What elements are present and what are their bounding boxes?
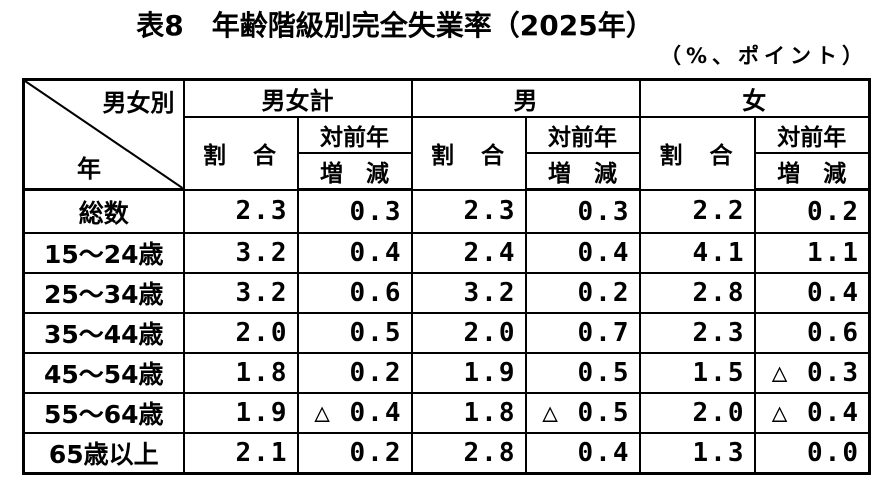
row-label: 65歳以上 xyxy=(22,432,185,475)
value-cell: 3.2 xyxy=(182,232,299,274)
corner-header-cell: 男女別 年 xyxy=(22,78,185,191)
value-cell: △ 0.4 xyxy=(753,392,871,434)
subheader-yoy-line2: 増 減 xyxy=(524,152,641,191)
table-row: 総数 2.3 0.3 2.3 0.3 2.2 0.2 xyxy=(22,188,871,234)
value-cell: 2.3 xyxy=(182,188,299,234)
value-cell: 2.8 xyxy=(410,432,527,475)
value-cell: 1.8 xyxy=(410,392,527,434)
value-cell: 0.6 xyxy=(753,312,871,354)
value-cell: 2.3 xyxy=(638,312,756,354)
value-cell: 0.4 xyxy=(296,232,413,274)
value-cell: 0.2 xyxy=(296,432,413,475)
table-row: 15〜24歳 3.2 0.4 2.4 0.4 4.1 1.1 xyxy=(22,232,871,274)
subheader-yoy-line2: 増 減 xyxy=(296,152,413,191)
value-cell: 0.5 xyxy=(296,312,413,354)
value-cell: 1.9 xyxy=(410,352,527,394)
subheader-yoy-line1: 対前年 xyxy=(296,116,413,154)
value-cell: 4.1 xyxy=(638,232,756,274)
row-label: 55〜64歳 xyxy=(22,392,185,434)
value-cell: 2.4 xyxy=(410,232,527,274)
subheader-ratio: 割 合 xyxy=(182,116,299,191)
corner-label-year: 年 xyxy=(77,155,101,183)
table-row: 25〜34歳 3.2 0.6 3.2 0.2 2.8 0.4 xyxy=(22,272,871,314)
row-label: 15〜24歳 xyxy=(22,232,185,274)
table-body: 総数 2.3 0.3 2.3 0.3 2.2 0.2 15〜24歳 3.2 0.4 2.4 0.4 4.… xyxy=(22,188,871,475)
value-cell: 3.2 xyxy=(182,272,299,314)
value-cell: 0.3 xyxy=(524,188,641,234)
value-cell: 2.0 xyxy=(638,392,756,434)
group-header-female: 女 xyxy=(638,78,871,118)
unit-note: （%、ポイント） xyxy=(659,44,868,68)
page-title: 表8 年齢階級別完全失業率（2025年） xyxy=(136,9,654,42)
value-cell: 0.7 xyxy=(524,312,641,354)
row-label: 45〜54歳 xyxy=(22,352,185,394)
value-cell: 0.2 xyxy=(753,188,871,234)
row-label: 25〜34歳 xyxy=(22,272,185,314)
value-cell: △ 0.4 xyxy=(296,392,413,434)
value-cell: 0.5 xyxy=(524,352,641,394)
value-cell: 2.8 xyxy=(638,272,756,314)
row-label: 総数 xyxy=(22,188,185,234)
table-row: 45〜54歳 1.8 0.2 1.9 0.5 1.5 △ 0.3 xyxy=(22,352,871,394)
value-cell: 2.2 xyxy=(638,188,756,234)
value-cell: 2.3 xyxy=(410,188,527,234)
value-cell: 0.2 xyxy=(524,272,641,314)
unemployment-rate-table: 男女別 年 男女計 男 女 割 合 対前年 割 合 対前年 割 合 対前年 増 … xyxy=(22,78,871,475)
value-cell: 0.2 xyxy=(296,352,413,394)
value-cell: 1.9 xyxy=(182,392,299,434)
table-row: 55〜64歳 1.9 △ 0.4 1.8 △ 0.5 2.0 △ 0.4 xyxy=(22,392,871,434)
value-cell: 1.5 xyxy=(638,352,756,394)
value-cell: 0.4 xyxy=(753,272,871,314)
value-cell: 2.1 xyxy=(182,432,299,475)
diagonal-divider xyxy=(25,81,182,187)
value-cell: 0.4 xyxy=(524,432,641,475)
value-cell: 0.4 xyxy=(524,232,641,274)
group-header-male: 男 xyxy=(410,78,641,118)
value-cell: 3.2 xyxy=(410,272,527,314)
value-cell: 1.1 xyxy=(753,232,871,274)
subheader-yoy-line2: 増 減 xyxy=(753,152,871,191)
value-cell: 0.3 xyxy=(296,188,413,234)
subheader-yoy-line1: 対前年 xyxy=(524,116,641,154)
value-cell: 0.0 xyxy=(753,432,871,475)
value-cell: 0.6 xyxy=(296,272,413,314)
value-cell: 1.3 xyxy=(638,432,756,475)
subheader-ratio: 割 合 xyxy=(638,116,756,191)
value-cell: 2.0 xyxy=(182,312,299,354)
value-cell: △ 0.5 xyxy=(524,392,641,434)
value-cell: 1.8 xyxy=(182,352,299,394)
row-label: 35〜44歳 xyxy=(22,312,185,354)
subheader-ratio: 割 合 xyxy=(410,116,527,191)
corner-label-sex: 男女別 xyxy=(102,89,175,117)
value-cell: △ 0.3 xyxy=(753,352,871,394)
group-header-total: 男女計 xyxy=(182,78,413,118)
value-cell: 2.0 xyxy=(410,312,527,354)
table-row: 35〜44歳 2.0 0.5 2.0 0.7 2.3 0.6 xyxy=(22,312,871,354)
table-row: 65歳以上 2.1 0.2 2.8 0.4 1.3 0.0 xyxy=(22,432,871,475)
subheader-yoy-line1: 対前年 xyxy=(753,116,871,154)
